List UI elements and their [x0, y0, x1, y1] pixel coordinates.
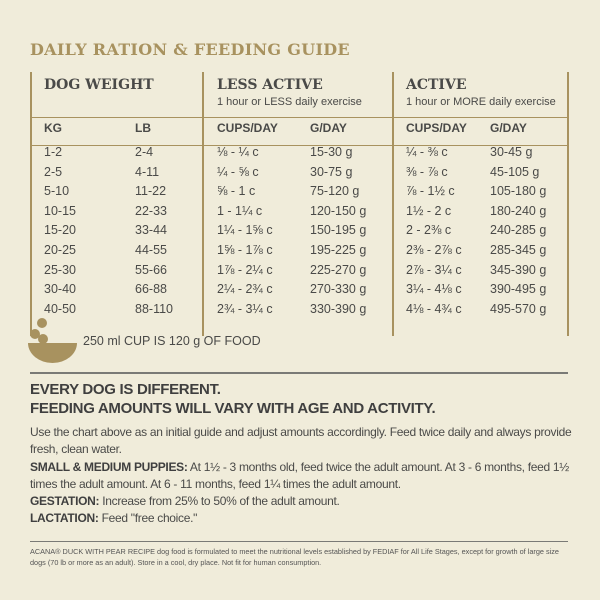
table-cell: 11-22 — [135, 184, 167, 199]
table-cell: ¼ - ⅝ c — [217, 164, 259, 179]
lactation-label: LACTATION: — [30, 511, 99, 526]
table-cell: ¼ - ⅜ c — [406, 145, 448, 159]
table-cell: 2⅞ - 3¼ c — [406, 262, 462, 277]
table-cell: 55-66 — [135, 262, 167, 277]
table-cell: 2⅜ - 2⅞ c — [406, 243, 462, 257]
table-cell: 22-33 — [135, 203, 167, 218]
heading-line-2: FEEDING AMOUNTS WILL VARY WITH AGE AND A… — [30, 400, 436, 417]
column-header: CUPS/DAY — [217, 121, 278, 135]
table-cell: 5-10 — [44, 184, 70, 199]
table-border-right — [567, 72, 569, 336]
divider — [30, 372, 568, 374]
table-cell: 1¼ - 1⅝ c — [217, 223, 273, 238]
group-active: ACTIVE — [406, 77, 467, 93]
table-cell: 4-11 — [135, 164, 160, 179]
table-border-left — [30, 72, 32, 336]
table-cell: 345-390 g — [490, 262, 547, 277]
table-cell: 240-285 g — [490, 223, 547, 238]
table-cell: 88-110 — [135, 301, 173, 316]
header-divider — [31, 117, 568, 118]
table-cell: 30-45 g — [490, 145, 533, 159]
table-cell: 2-5 — [44, 164, 63, 179]
column-header: G/DAY — [310, 121, 347, 135]
cup-note: 250 ml CUP IS 120 g OF FOOD — [83, 334, 261, 348]
gestation-text: Increase from 25% to 50% of the adult am… — [99, 494, 340, 509]
table-cell: ⅜ - ⅞ c — [406, 164, 448, 179]
table-cell: 33-44 — [135, 223, 167, 238]
table-cell: 105-180 g — [490, 184, 547, 199]
table-cell: 495-570 g — [490, 301, 547, 316]
column-header: KG — [44, 121, 62, 135]
group-less-active-sub: 1 hour or LESS daily exercise — [217, 96, 362, 108]
instructions: Use the chart above as an initial guide … — [30, 424, 575, 528]
table-cell: 66-88 — [135, 282, 167, 297]
column-header: CUPS/DAY — [406, 121, 467, 135]
table-cell: 195-225 g — [310, 243, 367, 257]
table-cell: 10-15 — [44, 203, 76, 218]
footnote: ACANA® DUCK WITH PEAR RECIPE dog food is… — [30, 547, 559, 567]
table-cell: 75-120 g — [310, 184, 360, 199]
table-cell: 3¼ - 4⅛ c — [406, 282, 462, 297]
intro-text: Use the chart above as an initial guide … — [30, 425, 572, 457]
table-cell: 15-20 — [44, 223, 76, 238]
table-cell: 1 - 1¼ c — [217, 203, 263, 218]
table-cell: 1⅞ - 2¼ c — [217, 262, 273, 277]
table-cell: 40-50 — [44, 301, 76, 316]
table-cell: 390-495 g — [490, 282, 547, 297]
gestation-label: GESTATION: — [30, 494, 100, 509]
table-cell: 20-25 — [44, 243, 76, 257]
table-cell: 2¼ - 2¾ c — [217, 282, 273, 297]
table-cell: ⅝ - 1 c — [217, 184, 256, 199]
column-header: LB — [135, 121, 151, 135]
table-cell: 225-270 g — [310, 262, 367, 277]
lactation-text: Feed "free choice." — [98, 511, 198, 526]
column-divider — [392, 72, 394, 336]
table-cell: ⅞ - 1½ c — [406, 184, 455, 199]
column-divider — [202, 72, 204, 336]
table-cell: 44-55 — [135, 243, 167, 257]
table-cell: 150-195 g — [310, 223, 367, 238]
table-cell: 330-390 g — [310, 301, 367, 316]
column-header: G/DAY — [490, 121, 527, 135]
heading-line-1: EVERY DOG IS DIFFERENT. — [30, 381, 221, 398]
table-cell: 25-30 — [44, 262, 76, 277]
group-dog-weight: DOG WEIGHT — [44, 77, 154, 93]
page-title: DAILY RATION & FEEDING GUIDE — [30, 40, 350, 59]
table-cell: 1⅝ - 1⅞ c — [217, 243, 273, 257]
table-cell: 4⅛ - 4¾ c — [406, 301, 462, 316]
puppies-label: SMALL & MEDIUM PUPPIES: — [30, 459, 188, 474]
table-cell: 1-2 — [44, 145, 63, 159]
table-cell: 2¾ - 3¼ c — [217, 301, 273, 316]
table-cell: 2 - 2⅜ c — [406, 223, 452, 238]
table-cell: 180-240 g — [490, 203, 547, 218]
table-cell: 1½ - 2 c — [406, 203, 452, 218]
table-cell: 285-345 g — [490, 243, 547, 257]
bowl-with-kibble-icon — [27, 318, 79, 364]
table-cell: 45-105 g — [490, 164, 540, 179]
table-cell: 15-30 g — [310, 145, 353, 159]
table-cell: 2-4 — [135, 145, 154, 159]
group-less-active: LESS ACTIVE — [217, 77, 323, 93]
divider — [30, 541, 568, 542]
table-cell: 270-330 g — [310, 282, 367, 297]
table-cell: 120-150 g — [310, 203, 367, 218]
group-active-sub: 1 hour or MORE daily exercise — [406, 96, 556, 108]
table-cell: ⅛ - ¼ c — [217, 145, 259, 159]
puppies-text: At 1½ - 3 months old, feed twice the adu… — [30, 459, 570, 491]
table-cell: 30-40 — [44, 282, 76, 297]
header-divider — [31, 145, 568, 146]
table-cell: 30-75 g — [310, 164, 353, 179]
